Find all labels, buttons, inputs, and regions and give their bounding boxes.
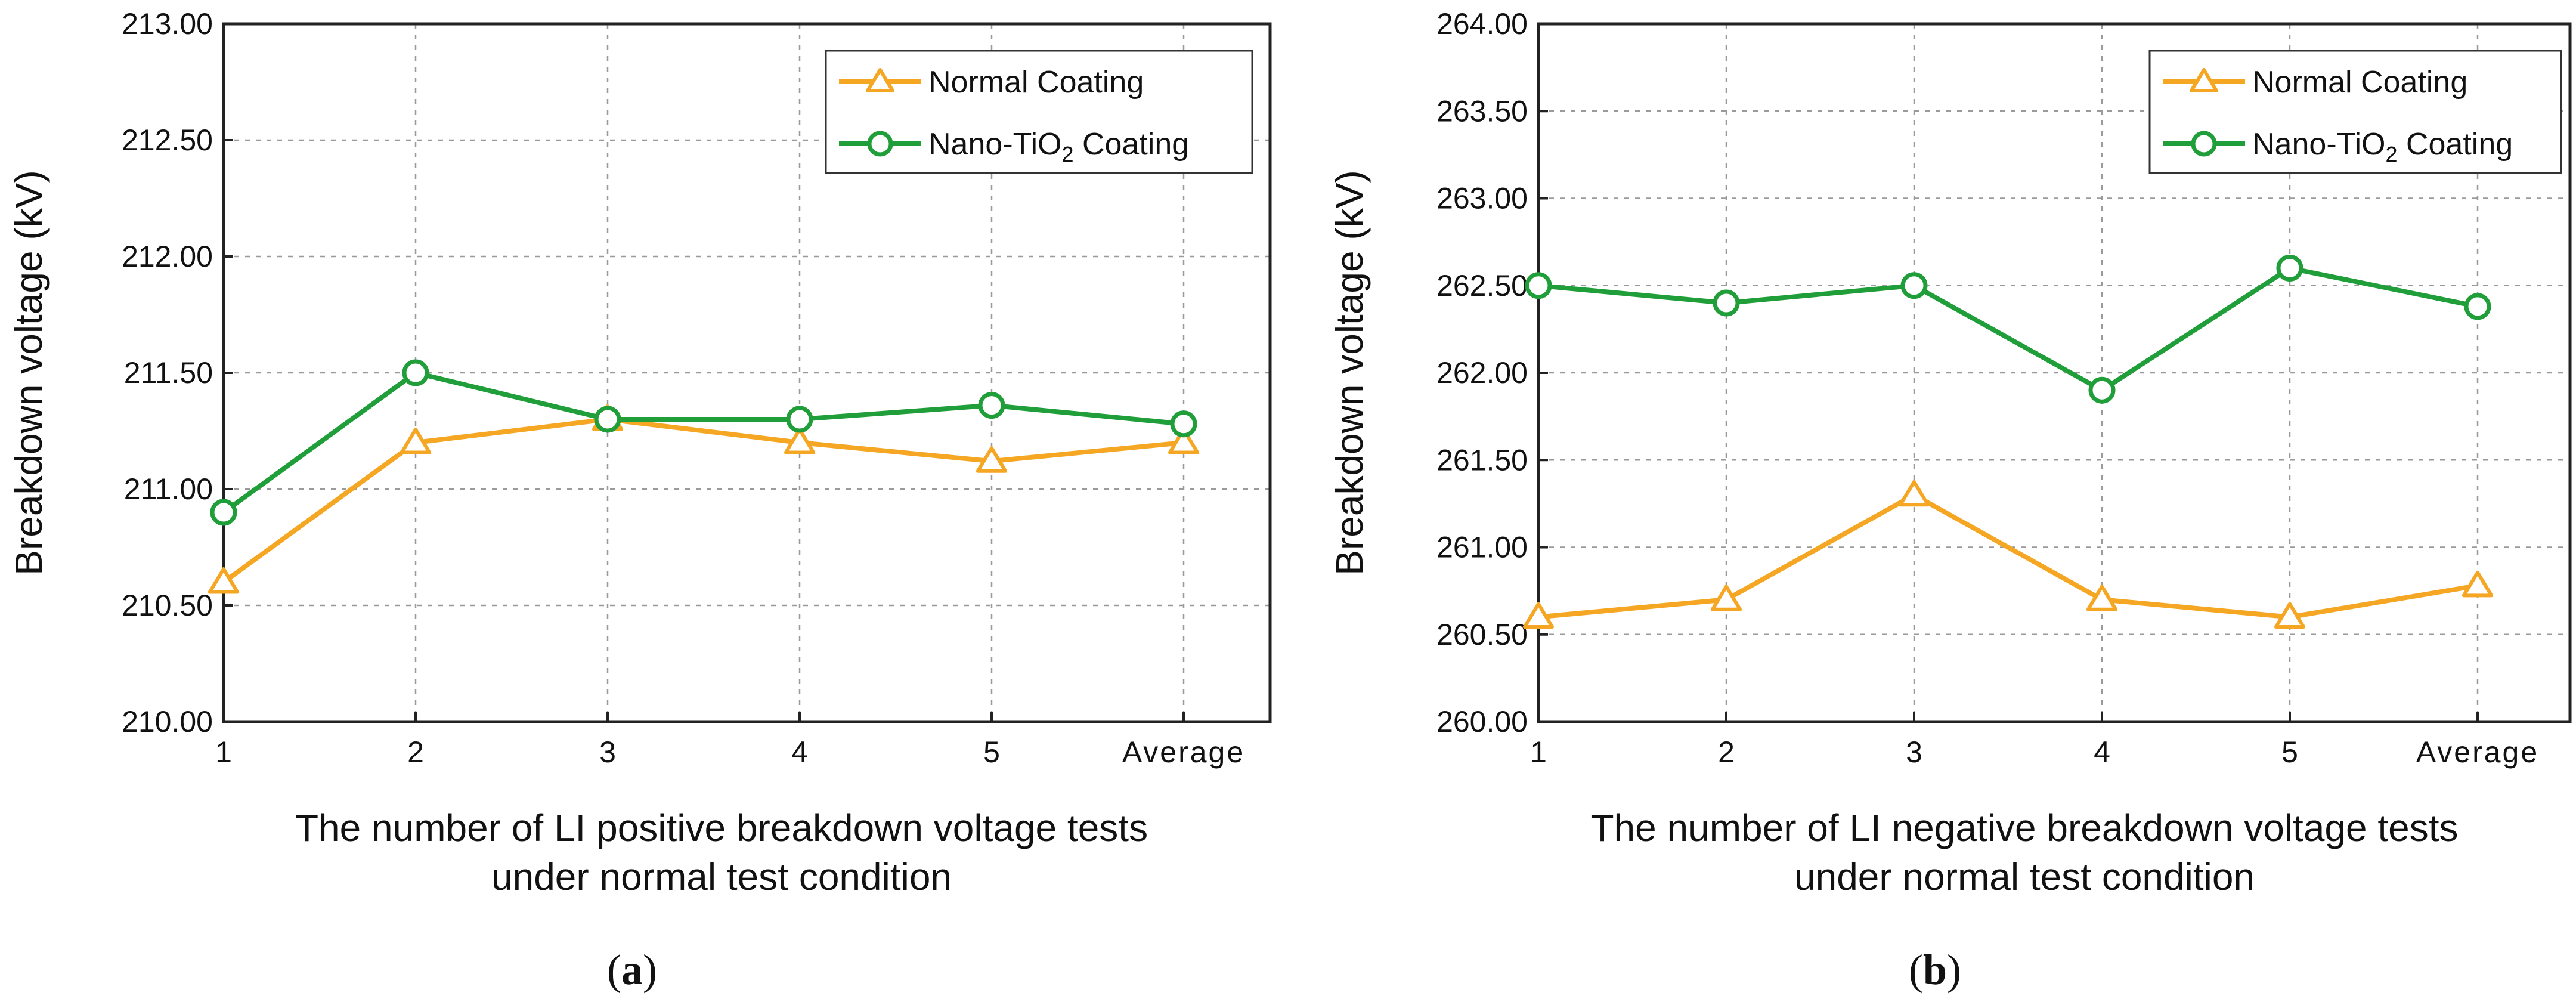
x-tick-label: 3 [599, 735, 616, 769]
y-axis-title: Breakdown voltage (kV) [1328, 170, 1371, 575]
series-line-normal-coating [222, 417, 1184, 585]
legend-circle-marker [2191, 131, 2217, 157]
data-point-nano-tio2-coating [1525, 272, 1552, 299]
y-tick-label: 263.50 [1436, 94, 1528, 128]
data-point-normal-coating [1710, 585, 1742, 611]
x-axis-title-line2: under normal test condition [491, 855, 952, 898]
plot-border [1537, 22, 2572, 723]
x-tick-label: 2 [407, 735, 424, 769]
y-tick-label: 261.50 [1436, 443, 1528, 477]
chart-panel-b: 260.00 260.50 261.00 261.50 262.00 262.50 263.… [1328, 7, 2572, 994]
data-point-normal-coating [2086, 585, 2118, 611]
legend-label: Nano-TiO2 Coating [928, 127, 1189, 166]
data-point-normal-coating [976, 446, 1008, 473]
data-point-nano-tio2-coating [978, 392, 1005, 419]
data-point-nano-tio2-coating [210, 499, 237, 526]
data-point-normal-coating [784, 428, 816, 454]
data-point-nano-tio2-coating [594, 406, 621, 433]
y-tick-label: 212.00 [122, 240, 213, 273]
y-tick-label: 264.00 [1436, 7, 1528, 41]
data-point-nano-tio2-coating [2088, 376, 2116, 404]
series-line-nano-tio2-coating [1538, 265, 2478, 393]
data-point-nano-tio2-coating [402, 359, 429, 386]
data-point-nano-tio2-coating [1170, 410, 1197, 438]
legend-triangle-marker [866, 68, 894, 92]
y-tick-label: 260.00 [1436, 705, 1528, 738]
legend-triangle-marker [2190, 68, 2218, 92]
x-tick-label: Average [2416, 735, 2539, 769]
data-point-normal-coating [1168, 428, 1200, 454]
data-point-nano-tio2-coating [1713, 289, 1740, 317]
x-axis-title-line1: The number of LI negative breakdown volt… [1590, 806, 2458, 849]
x-axis-title-line2: under normal test condition [1794, 855, 2255, 898]
data-point-normal-coating [2274, 602, 2306, 629]
data-point-normal-coating [208, 567, 240, 594]
x-tick-label: 5 [2281, 735, 2298, 769]
data-point-normal-coating [2462, 570, 2494, 598]
y-tick-label: 263.00 [1436, 182, 1528, 215]
y-tick-label: 212.50 [122, 123, 213, 157]
y-axis-title: Breakdown voltage (kV) [7, 170, 50, 575]
y-tick-label: 210.00 [122, 705, 213, 738]
chart-panel-a: 210.00 210.50 211.00 211.50 212.00 212.50 213.… [7, 7, 1272, 994]
data-point-normal-coating [400, 428, 432, 454]
y-tick-label: 260.50 [1436, 618, 1528, 651]
data-point-nano-tio2-coating [2276, 255, 2303, 282]
legend: Normal Coating Nano-TiO2 Coating [825, 50, 1253, 174]
x-tick-label: 1 [1530, 735, 1547, 769]
x-tick-label: 1 [215, 735, 232, 769]
legend-label: Nano-TiO2 Coating [2252, 127, 2513, 166]
data-point-nano-tio2-coating [2464, 293, 2491, 320]
legend-box [825, 50, 1253, 174]
x-tick-label: 4 [2094, 735, 2110, 769]
panel-label: (a) [607, 946, 657, 994]
x-tick-label: 5 [983, 735, 1000, 769]
data-point-nano-tio2-coating [786, 406, 813, 433]
plot-border [222, 22, 1272, 723]
legend: Normal Coating Nano-TiO2 Coating [2148, 50, 2562, 174]
data-point-normal-coating [1522, 602, 1555, 629]
x-tick-label: Average [1122, 735, 1245, 769]
y-tick-label: 211.00 [124, 472, 213, 506]
y-tick-label: 210.50 [122, 589, 213, 622]
data-point-normal-coating [1898, 480, 1930, 507]
x-tick-label: 4 [791, 735, 808, 769]
y-tick-label: 211.50 [124, 356, 213, 389]
legend-circle-marker [867, 131, 893, 157]
panel-label: (b) [1909, 946, 1961, 994]
series-line-nano-tio2-coating [222, 370, 1184, 515]
data-point-nano-tio2-coating [1900, 272, 1928, 299]
legend-box [2148, 50, 2562, 174]
x-axis-title-line1: The number of LI positive breakdown volt… [295, 806, 1148, 849]
y-tick-label: 262.00 [1436, 356, 1528, 389]
y-tick-label: 261.00 [1436, 531, 1528, 564]
y-tick-label: 213.00 [122, 7, 213, 41]
series-line-normal-coating [1538, 492, 2478, 620]
y-tick-label: 262.50 [1436, 269, 1528, 302]
x-tick-label: 2 [1718, 735, 1735, 769]
legend-label: Normal Coating [928, 65, 1144, 100]
legend-label: Normal Coating [2252, 65, 2467, 100]
x-tick-label: 3 [1906, 735, 1922, 769]
